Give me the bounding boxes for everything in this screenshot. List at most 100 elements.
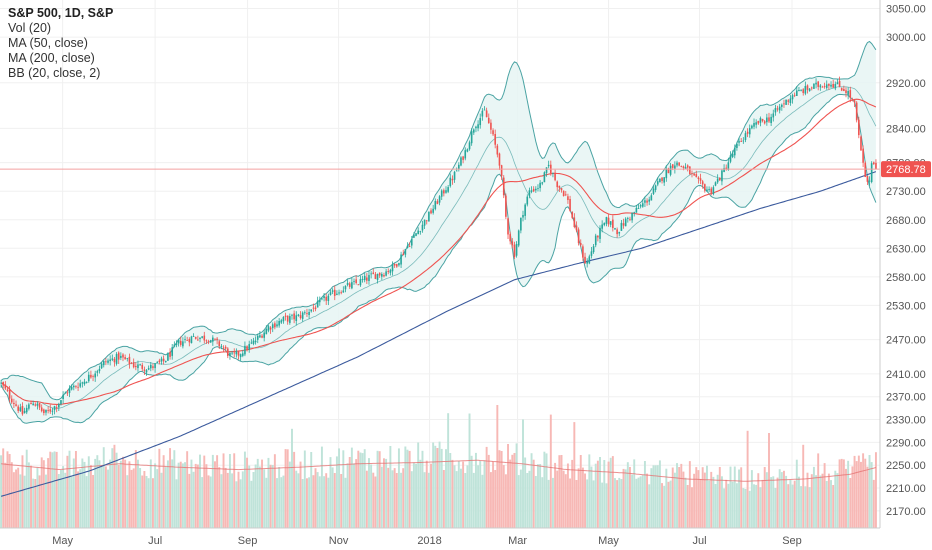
- candle-body: [597, 235, 599, 238]
- volume-bar: [453, 465, 456, 528]
- volume-bar: [291, 428, 293, 528]
- ma50-line: [0, 98, 877, 405]
- volume-bar: [126, 475, 129, 528]
- volume-bar: [504, 474, 507, 528]
- volume-bar: [515, 443, 518, 528]
- volume-bar: [872, 479, 875, 528]
- candle-body: [740, 141, 742, 142]
- candle-body: [391, 264, 394, 272]
- candle-body: [357, 284, 360, 286]
- volume-bar: [511, 454, 514, 528]
- volume-bar: [500, 451, 503, 528]
- volume-bar: [149, 459, 152, 528]
- candle-body: [748, 128, 751, 135]
- candle-body: [629, 218, 631, 220]
- candle-body: [582, 246, 584, 258]
- volume-bar: [173, 450, 176, 528]
- candle-body: [830, 84, 832, 87]
- candle-body: [849, 90, 852, 98]
- candle-body: [389, 270, 392, 273]
- volume-bar: [447, 413, 450, 528]
- volume-bar: [27, 462, 30, 528]
- candle-body: [282, 316, 285, 322]
- candle-body: [10, 398, 13, 403]
- volume-bar: [224, 467, 227, 528]
- candle-body: [372, 272, 375, 275]
- candle-body: [209, 340, 212, 343]
- volume-bars: [0, 405, 877, 528]
- volume-bar: [733, 466, 736, 528]
- volume-bar: [748, 490, 751, 528]
- volume-bar: [868, 455, 871, 528]
- volume-bar: [10, 462, 13, 528]
- candle-body: [85, 381, 88, 383]
- candle-body: [624, 218, 627, 227]
- volume-bar: [175, 479, 178, 528]
- candle-body: [111, 358, 114, 360]
- volume-bar: [410, 471, 413, 528]
- volume-bar: [628, 467, 631, 528]
- volume-bar: [620, 479, 623, 528]
- candle-body: [423, 219, 426, 226]
- bollinger-band-fill: [1, 41, 876, 424]
- volume-bar: [109, 459, 112, 528]
- legend-item-volume: Vol (20): [8, 21, 52, 35]
- candle-body: [592, 246, 595, 253]
- volume-bar: [42, 460, 45, 528]
- candle-body: [289, 316, 291, 323]
- volume-bar: [731, 481, 734, 528]
- volume-bar: [181, 463, 184, 528]
- time-axis[interactable]: May Jul Sep Nov 2018 Mar May Jul Sep: [0, 527, 880, 547]
- volume-bar: [802, 444, 805, 528]
- candle-body: [772, 113, 775, 118]
- x-tick-label: Jul: [148, 535, 162, 547]
- candle-body: [808, 88, 811, 92]
- volume-bar: [12, 472, 15, 528]
- volume-bar: [667, 481, 670, 528]
- candle-body: [143, 369, 146, 371]
- volume-bar: [143, 471, 146, 528]
- volume-bar: [727, 483, 730, 528]
- candle-body: [586, 261, 588, 264]
- candle-body: [530, 190, 533, 192]
- volume-bar: [256, 458, 259, 528]
- volume-bar: [77, 471, 80, 528]
- candle-body: [520, 217, 522, 231]
- candle-body: [40, 407, 43, 412]
- volume-bar: [342, 450, 345, 528]
- volume-bar: [474, 452, 477, 528]
- volume-bar: [282, 475, 285, 528]
- y-tick-label: 2630.00: [886, 243, 926, 255]
- candle-body: [132, 362, 135, 368]
- candle-body: [663, 177, 665, 183]
- candle-body: [733, 147, 736, 156]
- candle-body: [768, 117, 770, 122]
- candle-body: [770, 116, 772, 123]
- y-tick-label: 2920.00: [886, 78, 926, 90]
- volume-bar: [141, 475, 144, 528]
- candle-body: [145, 370, 148, 373]
- volume-bar: [857, 455, 860, 528]
- legend-title: S&P 500, 1D, S&P: [8, 6, 114, 20]
- candle-body: [36, 403, 39, 406]
- candle-body: [359, 279, 362, 286]
- candle-body: [2, 382, 5, 386]
- volume-bar: [564, 474, 567, 528]
- volume-bar: [312, 475, 315, 528]
- volume-bar: [795, 459, 798, 528]
- candle-body: [224, 346, 227, 349]
- volume-bar: [393, 468, 396, 528]
- x-tick-label: Sep: [238, 535, 258, 547]
- y-tick-label: 2410.00: [886, 369, 926, 381]
- volume-bar: [725, 479, 728, 528]
- volume-ma-line: [1, 459, 877, 482]
- candle-body: [109, 359, 111, 362]
- volume-bar: [676, 463, 678, 528]
- price-axis[interactable]: 2170.00 2210.00 2250.00 2290.00 2330.00 2370.…: [879, 0, 926, 528]
- volume-bar: [305, 478, 308, 528]
- candle-body: [757, 121, 760, 124]
- volume-bar: [269, 464, 272, 528]
- candle-body: [115, 354, 118, 364]
- candle-body: [229, 353, 231, 356]
